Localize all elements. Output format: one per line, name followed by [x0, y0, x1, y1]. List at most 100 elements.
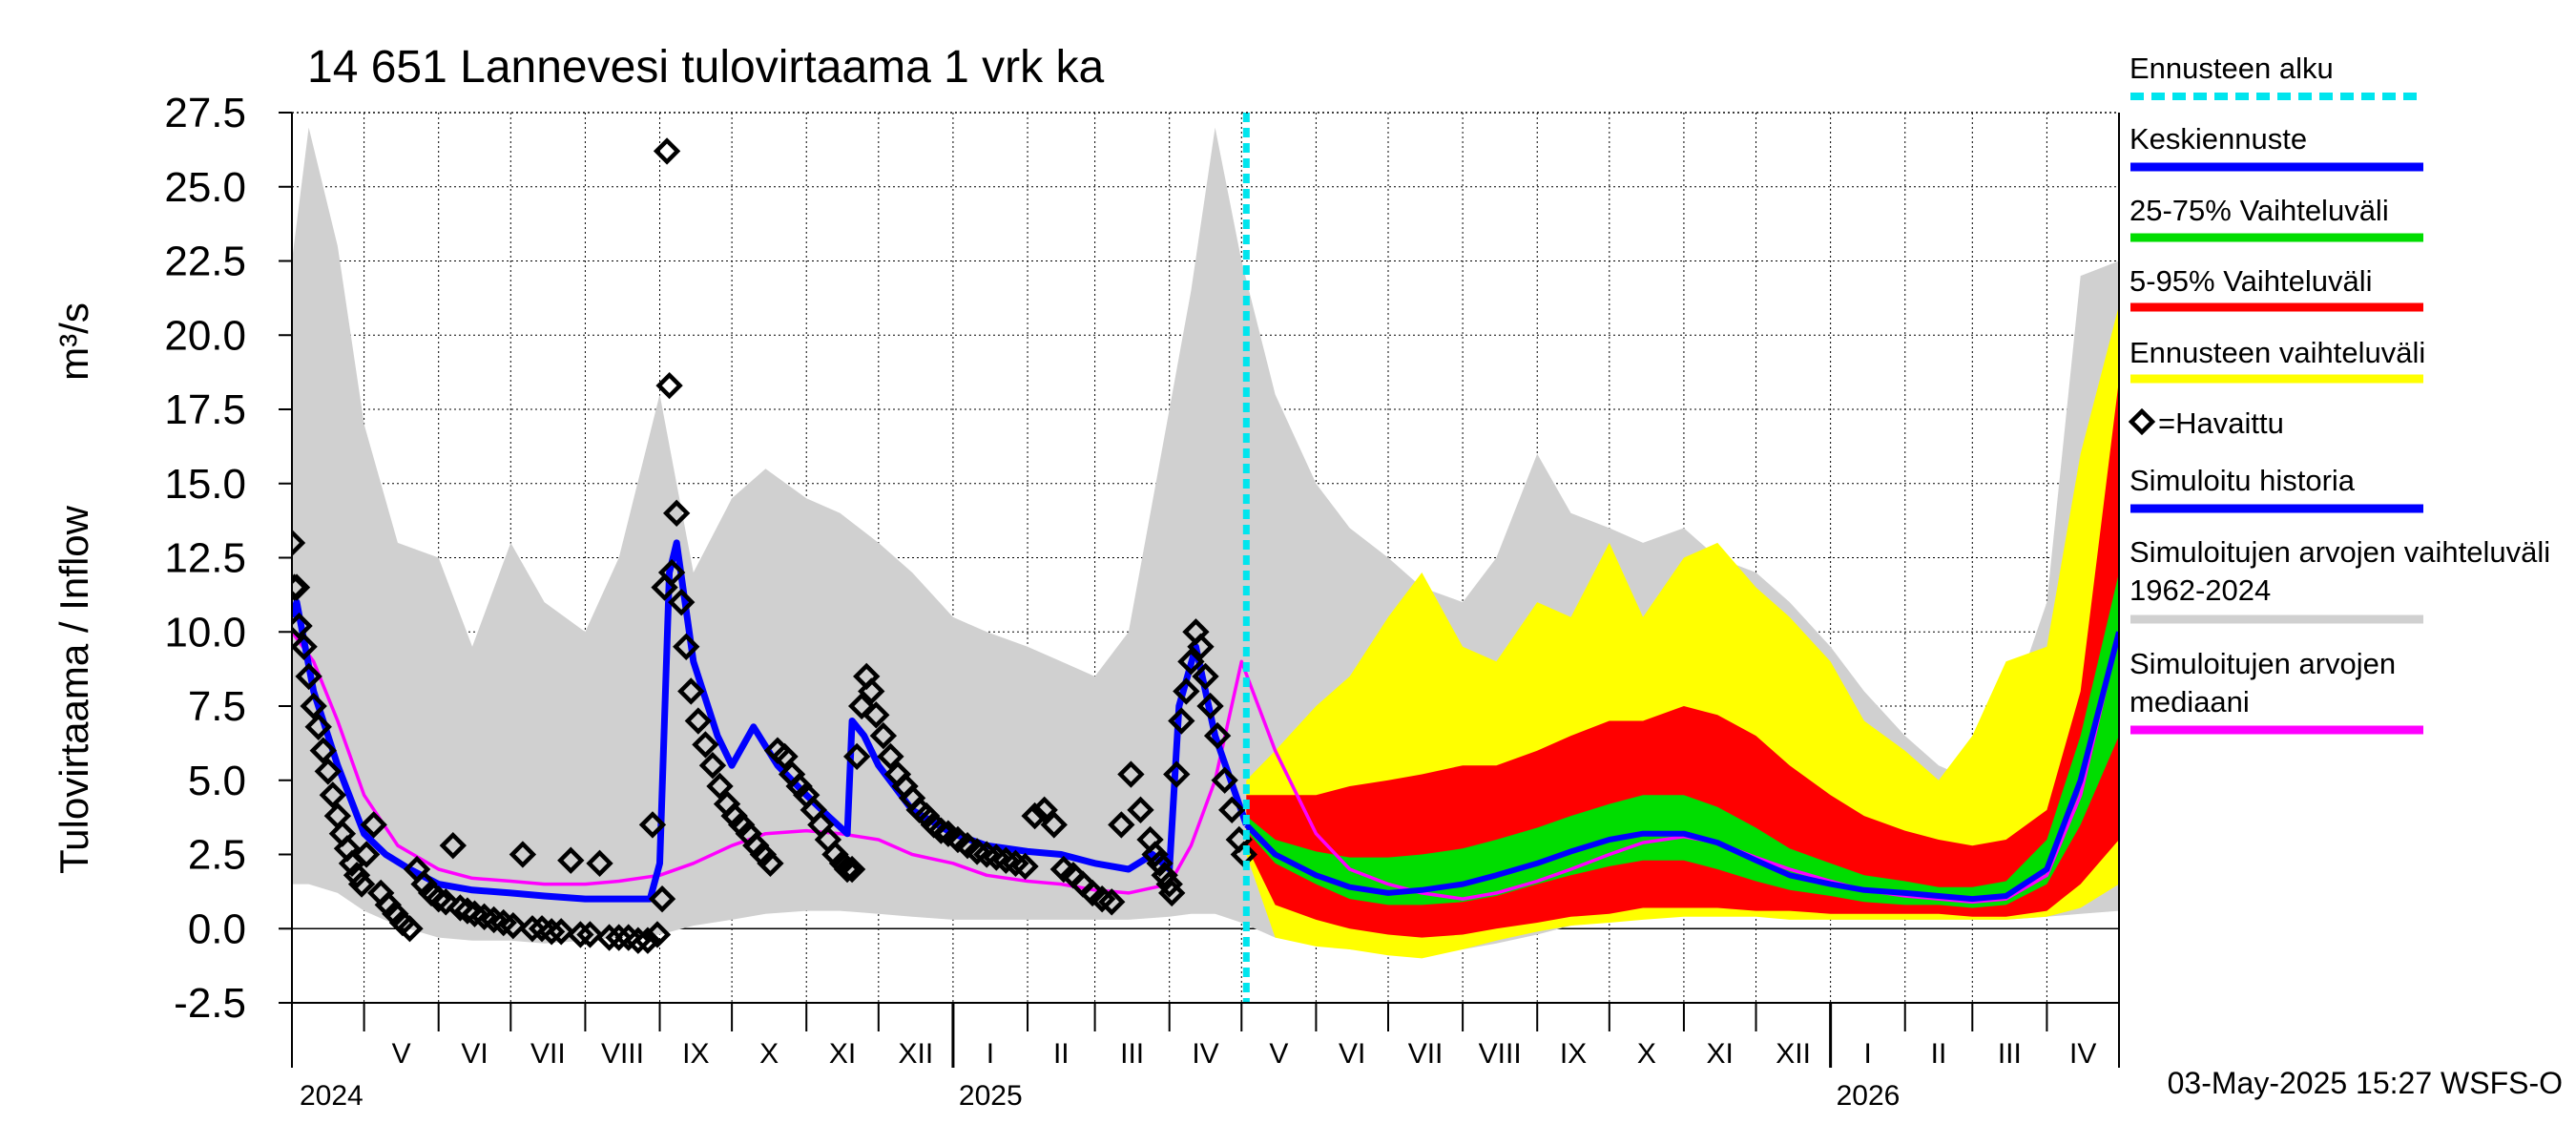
x-tick-label: I [987, 1038, 994, 1070]
observed-point [1117, 760, 1145, 788]
legend-item-keskiennuste: Keskiennuste [2129, 122, 2423, 172]
observed-point [347, 870, 376, 898]
y-tick-label: 22.5 [164, 239, 246, 285]
observed-point [757, 849, 784, 878]
observed-point [309, 737, 337, 764]
observed-point [292, 573, 311, 601]
legend-label: Simuloitu historia [2129, 464, 2356, 497]
observed-point [518, 915, 547, 943]
x-tick-label: VII [530, 1038, 566, 1070]
observed-point [1151, 862, 1178, 889]
timestamp: 03-May-2025 15:27 WSFS-O [2168, 1066, 2563, 1100]
observed-point [662, 499, 691, 528]
observed-point [1108, 811, 1135, 839]
x-tick-label: IX [682, 1038, 709, 1070]
x-tick-label: XII [899, 1038, 934, 1070]
observed-point [634, 926, 662, 954]
observed-point [684, 707, 713, 735]
x-tick-label: II [1931, 1038, 1947, 1070]
observed-point [509, 841, 537, 868]
observed-point [771, 742, 799, 771]
observed-point [1155, 870, 1183, 898]
y-tick-label: 5.0 [188, 758, 246, 804]
observed-point [1211, 766, 1238, 794]
x-tick-label: X [759, 1038, 779, 1070]
observed-point [1173, 677, 1200, 705]
observed-point [300, 692, 327, 720]
legend: Ennusteen alku Keskiennuste 25-75% Vaihtel… [2128, 52, 2550, 735]
legend-item-simuloitu-historia: Simuloitu historia [2129, 464, 2423, 513]
observed-point [677, 677, 705, 705]
observed-point [292, 529, 306, 557]
observed-point [396, 915, 424, 943]
observed-point [1192, 662, 1219, 691]
legend-item-simuloitujen-arvojen-vaihteluv-li-1962-2024: Simuloitujen arvojen vaihteluväli 1962-20… [2129, 535, 2550, 624]
band-5-95-vaihteluv-li [1246, 379, 2119, 938]
legend-label: Ennusteen vaihteluväli [2129, 336, 2425, 369]
x-tick-label: III [1120, 1038, 1144, 1070]
legend-item-simuloitujen-arvojen-mediaani: Simuloitujen arvojen mediaani [2129, 647, 2423, 735]
x-tick-label: XII [1776, 1038, 1811, 1070]
x-tick-label: III [1998, 1038, 2022, 1070]
x-tick-label: VI [1339, 1038, 1365, 1070]
observed-point [653, 137, 681, 165]
observed-point [1127, 796, 1154, 824]
observed-point [352, 841, 381, 868]
observed-point [648, 885, 676, 913]
year-label: 2025 [959, 1080, 1023, 1112]
observed-point [1218, 796, 1246, 824]
observed-point [1168, 707, 1195, 735]
observed-point [847, 692, 876, 720]
y-tick-label: 2.5 [188, 832, 246, 879]
legend-item-25-75-vaihteluv-li: 25-75% Vaihteluväli [2129, 194, 2423, 242]
y-tick-label: 10.0 [164, 609, 246, 656]
observed-point [425, 885, 452, 913]
x-tick-label: V [392, 1038, 411, 1070]
observed-point [576, 921, 604, 948]
observed-point [304, 713, 332, 740]
observed-point [1146, 849, 1174, 878]
observed-point [548, 918, 575, 946]
observed-point [838, 855, 866, 884]
y-tick-label: 12.5 [164, 535, 246, 582]
x-tick-label: X [1637, 1038, 1656, 1070]
observed-point [1030, 796, 1058, 824]
legend-item-ennusteen-alku: Ennusteen alku [2129, 52, 2423, 100]
observed-point [1187, 633, 1215, 660]
observed-point [295, 662, 322, 691]
observed-point [655, 371, 683, 400]
x-tick-label: V [1269, 1038, 1288, 1070]
x-tick-label: II [1053, 1038, 1070, 1070]
observed-point [1196, 692, 1224, 720]
y-axis-label: Tulovirtaama / Inflow [52, 505, 96, 874]
y-tick-label: 20.0 [164, 312, 246, 359]
observed-point [673, 633, 700, 660]
observed-point [1021, 802, 1049, 830]
observed-point [706, 772, 734, 801]
observed-point [319, 781, 347, 809]
observed-point [432, 888, 460, 916]
x-tick-label: IX [1560, 1038, 1587, 1070]
observed-point [698, 752, 727, 780]
x-tick-label: VIII [1479, 1038, 1522, 1070]
observed-point [605, 924, 633, 951]
observed-point [360, 811, 387, 839]
observed-point [862, 701, 890, 729]
line-keskiennuste [1244, 631, 2119, 903]
observed-point [869, 721, 898, 750]
x-tick-label: I [1864, 1038, 1872, 1070]
y-tick-label: -2.5 [174, 980, 246, 1027]
observed-point [1040, 811, 1068, 839]
legend-item-havaittu: =Havaittu [2128, 406, 2284, 440]
observed-point [643, 921, 672, 948]
observed-point [567, 921, 594, 948]
observed-point [499, 911, 527, 940]
y-axis: -2.5 0.0 2.5 5.0 7.5 10.0 12.5 15.0 17.5 20.0 22.5… [164, 90, 292, 1027]
observed-point [343, 862, 371, 889]
observed-point [447, 894, 474, 922]
observed-point [842, 742, 871, 771]
legend-label: Keskiennuste [2129, 122, 2307, 156]
observed-point [1177, 648, 1205, 676]
year-label: 2024 [300, 1080, 364, 1112]
